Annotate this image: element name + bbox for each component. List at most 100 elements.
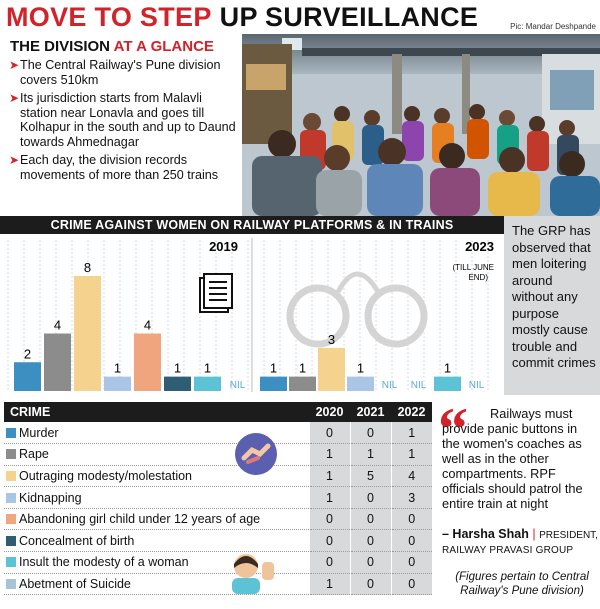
crime-count: 0 bbox=[349, 551, 391, 574]
crime-label: Outraging modesty/molestation bbox=[4, 465, 309, 488]
glance-item: ➤ The Central Railway's Pune division cov… bbox=[4, 58, 242, 87]
color-swatch bbox=[6, 427, 16, 438]
crime-label: Insult the modesty of a woman bbox=[4, 551, 309, 574]
crime-count: 0 bbox=[308, 551, 350, 574]
crime-name: Insult the modesty of a woman bbox=[19, 555, 189, 570]
glance-item-text: The Central Railway's Pune division cove… bbox=[20, 58, 221, 87]
table-row: Concealment of birth 0 0 0 bbox=[4, 529, 432, 553]
bar-value-label: 1 bbox=[444, 361, 451, 376]
platform-crowd-image bbox=[242, 34, 600, 216]
table-row: Insult the modesty of a woman 0 0 0 bbox=[4, 551, 432, 574]
bar bbox=[289, 376, 316, 391]
quote-author-role: PRESIDENT, bbox=[539, 530, 598, 541]
color-swatch bbox=[6, 514, 16, 525]
headline-part2: UP SURVEILLANCE bbox=[219, 1, 479, 32]
bar-value-label: 1 bbox=[174, 361, 181, 376]
bar-value-label: 4 bbox=[54, 318, 61, 333]
crime-name: Outraging modesty/molestation bbox=[19, 468, 193, 483]
panel-note: (TILL JUNE bbox=[453, 263, 495, 272]
bar bbox=[318, 347, 345, 391]
crime-count: 1 bbox=[308, 486, 350, 509]
header-year: 2022 bbox=[391, 402, 432, 422]
crime-count: 0 bbox=[390, 508, 432, 531]
crime-label: Rape bbox=[4, 443, 309, 466]
crime-label: Concealment of birth bbox=[4, 529, 309, 553]
quote-author: – Harsha Shah | PRESIDENT, bbox=[442, 527, 600, 543]
table-header-row: CRIME 2020 2021 2022 bbox=[4, 402, 432, 422]
bar-value-label: 1 bbox=[114, 361, 121, 376]
crime-count: 0 bbox=[308, 422, 350, 445]
bar-nil-label: NIL bbox=[382, 380, 398, 391]
table-row: Rape 1 1 1 bbox=[4, 443, 432, 466]
crime-count: 1 bbox=[308, 443, 350, 466]
header-year: 2021 bbox=[350, 402, 391, 422]
bar-nil-label: NIL bbox=[411, 380, 427, 391]
bar bbox=[194, 376, 221, 391]
panel-year-label: 2023 bbox=[465, 239, 494, 254]
woman-raising-hand-icon bbox=[232, 554, 274, 594]
glance-item: ➤ Each day, the division records movement… bbox=[4, 153, 242, 182]
color-swatch bbox=[6, 492, 16, 503]
quote-marks-icon: “ bbox=[438, 396, 468, 462]
footnote: (Figures pertain to Central Railway's Pu… bbox=[455, 571, 589, 597]
table-row: Abandoning girl child under 12 years of … bbox=[4, 508, 432, 531]
bar bbox=[434, 376, 461, 391]
bar-chart-svg: 2 4 8 1 4 1 1 NIL 1 1 3 1 NIL NIL 1 NIL 2019 2023 (TILL J… bbox=[7, 238, 495, 392]
shaking-hands-icon bbox=[235, 433, 277, 475]
glance-title-part1: THE DIVISION bbox=[10, 38, 111, 55]
chart-title: CRIME AGAINST WOMEN ON RAILWAY PLATFORMS… bbox=[50, 218, 454, 232]
bar-value-label: 2 bbox=[24, 346, 31, 361]
crime-name: Abandoning girl child under 12 years of … bbox=[19, 512, 261, 527]
bar-value-label: 3 bbox=[328, 332, 335, 347]
crime-table: CRIME 2020 2021 2022 Murder 0 0 1 Rape 1 1 1 Out… bbox=[4, 402, 432, 596]
arrow-icon: ➤ bbox=[9, 91, 20, 105]
crime-label: Kidnapping bbox=[4, 486, 309, 509]
quote-author-org: RAILWAY PRAVASI GROUP bbox=[442, 545, 574, 556]
author-separator: | bbox=[532, 527, 536, 541]
crime-name: Kidnapping bbox=[19, 490, 82, 505]
headline: MOVE TO STEP UP SURVEILLANCE bbox=[6, 0, 478, 34]
header-crime: CRIME bbox=[4, 402, 309, 422]
arrow-icon: ➤ bbox=[9, 153, 20, 167]
crime-count: 3 bbox=[390, 486, 432, 509]
color-swatch bbox=[6, 578, 16, 589]
glance-item-text: Each day, the division records movements… bbox=[20, 153, 219, 182]
quote-block: “ Railways must provide panic buttons in… bbox=[438, 396, 600, 566]
document-icon bbox=[199, 273, 233, 313]
crime-name: Rape bbox=[19, 447, 49, 462]
bar bbox=[74, 276, 101, 391]
header-year: 2020 bbox=[309, 402, 350, 422]
crime-count: 1 bbox=[308, 573, 350, 596]
crime-count: 0 bbox=[349, 486, 391, 509]
color-swatch bbox=[6, 470, 16, 481]
crime-name: Murder bbox=[19, 425, 59, 440]
bar-value-label: 1 bbox=[270, 361, 277, 376]
quote-text: Railways must provide panic buttons in t… bbox=[442, 406, 583, 511]
glance-item-text: Its jurisdiction starts from Malavli sta… bbox=[20, 91, 236, 149]
color-swatch bbox=[6, 535, 16, 546]
crime-count: 1 bbox=[390, 422, 432, 445]
glance-title: THE DIVISION AT A GLANCE bbox=[10, 38, 242, 55]
bar-value-label: 1 bbox=[204, 361, 211, 376]
headline-part1: MOVE TO STEP bbox=[6, 1, 212, 32]
crime-label: Abandoning girl child under 12 years of … bbox=[4, 508, 309, 531]
crime-count: 0 bbox=[390, 573, 432, 596]
crime-count: 0 bbox=[308, 508, 350, 531]
panel-note: END) bbox=[468, 273, 488, 282]
crime-count: 1 bbox=[390, 443, 432, 466]
crime-count: 0 bbox=[308, 529, 350, 553]
quote-author-name: – Harsha Shah bbox=[442, 527, 529, 541]
bar bbox=[104, 376, 131, 391]
table-row: Kidnapping 1 0 3 bbox=[4, 486, 432, 509]
color-swatch bbox=[6, 557, 16, 568]
crime-count: 4 bbox=[390, 465, 432, 488]
table-row: Outraging modesty/molestation 1 5 4 bbox=[4, 465, 432, 488]
crime-count: 0 bbox=[349, 422, 391, 445]
grp-note: The GRP has observed that men loitering … bbox=[504, 216, 600, 395]
panel-year-label: 2019 bbox=[209, 239, 238, 254]
bar bbox=[347, 376, 374, 391]
crime-name: Concealment of birth bbox=[19, 533, 135, 548]
crime-count: 0 bbox=[390, 551, 432, 574]
table-row: Murder 0 0 1 bbox=[4, 422, 432, 445]
bar bbox=[164, 376, 191, 391]
